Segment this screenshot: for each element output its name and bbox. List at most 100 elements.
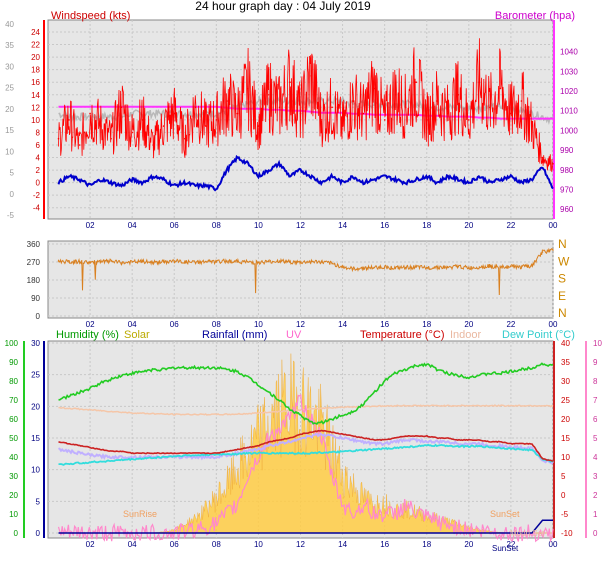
series-windchill: [57, 432, 554, 465]
windspeed-tick-label: 24: [31, 28, 40, 37]
windspeed-point: [110, 137, 112, 140]
annotation-sunset-axis: SunSet: [492, 544, 519, 553]
barometer-tick-label: 1020: [560, 87, 578, 96]
uv-tick-label: 2: [593, 491, 598, 500]
humidity-tick-label: 50: [9, 434, 18, 443]
x-tick-label: 02: [86, 540, 95, 549]
temperature-tick-label: 15: [561, 434, 570, 443]
x-tick-label: 02: [86, 320, 95, 329]
x-tick-label: 06: [170, 540, 179, 549]
x-tick-label: 18: [422, 540, 431, 549]
outer-tick-label: 25: [5, 84, 14, 93]
windspeed-point: [278, 106, 281, 109]
compass-label: N: [558, 306, 567, 320]
x-tick-label: 08: [212, 221, 221, 230]
direction-point: [194, 261, 197, 264]
direction-tick-label: 0: [36, 312, 41, 321]
windspeed-point: [257, 125, 260, 127]
uv-tick-label: 7: [593, 396, 598, 405]
legend-item: Dew Point (°C): [502, 329, 575, 341]
x-tick-label: 12: [296, 221, 305, 230]
windspeed-point: [78, 144, 81, 146]
humidity-tick-label: 10: [9, 510, 18, 519]
barometer-tick-label: 960: [560, 205, 574, 214]
direction-point: [110, 260, 112, 262]
wind-barometer-panel: 02 04 06 08 10 12 14 16 18 20 22 002422201816141210…: [5, 10, 578, 230]
x-tick-label: 08: [212, 540, 221, 549]
windspeed-point: [510, 112, 512, 115]
windspeed-point: [352, 100, 354, 102]
direction-point: [257, 261, 260, 264]
x-tick-label: 22: [506, 540, 515, 549]
wind-direction-panel: 02 04 06 08 10 12 14 16 18 20 22 00360270180900NWSE…: [27, 237, 570, 329]
compass-label: W: [558, 254, 570, 268]
direction-tick-label: 90: [31, 294, 40, 303]
windspeed-point: [468, 119, 470, 121]
windspeed-tick-label: -2: [33, 191, 41, 200]
compass-label: N: [558, 237, 567, 251]
windspeed-point: [89, 112, 91, 115]
windspeed-point: [173, 112, 176, 115]
barometer-tick-label: 990: [560, 146, 574, 155]
temperature-tick-label: -5: [561, 510, 569, 519]
x-tick-label: 02: [86, 221, 95, 230]
x-tick-label: 10: [254, 320, 263, 329]
direction-point: [120, 262, 123, 264]
legend-item: Solar: [124, 329, 150, 341]
x-tick-label: 10: [254, 540, 263, 549]
windspeed-point: [247, 87, 249, 90]
uv-tick-label: 4: [593, 453, 598, 462]
windspeed-point: [141, 119, 144, 121]
outer-tick-label: 5: [10, 169, 15, 178]
temperature-tick-label: 20: [561, 415, 570, 424]
direction-point: [415, 266, 418, 268]
barometer-tick-label: 1010: [560, 107, 578, 116]
direction-point: [68, 261, 70, 263]
barometer-tick-label: 1030: [560, 67, 578, 76]
windspeed-tick-label: 22: [31, 41, 40, 50]
x-tick-label: 16: [380, 540, 389, 549]
direction-point: [162, 261, 165, 263]
x-tick-label: 14: [338, 221, 347, 230]
windspeed-point: [331, 106, 333, 109]
uv-tick-label: 3: [593, 472, 598, 481]
direction-point: [268, 260, 270, 263]
series-temperature: [58, 429, 554, 462]
rainfall-tick-label: 25: [31, 371, 40, 380]
windspeed-tick-label: 6: [36, 141, 41, 150]
x-tick-label: 08: [212, 320, 221, 329]
direction-point: [468, 267, 470, 269]
outer-tick-label: -5: [7, 211, 15, 220]
windspeed-tick-label: 16: [31, 78, 40, 87]
page-title: 24 hour graph day : 04 July 2019: [195, 0, 371, 13]
x-tick-label: 16: [380, 320, 389, 329]
x-tick-label: 20: [464, 540, 473, 549]
windspeed-tick-label: 20: [31, 53, 40, 62]
windspeed-point: [226, 100, 228, 102]
windspeed-point: [57, 137, 60, 140]
annotation-sunset: SunSet: [490, 509, 520, 519]
windspeed-point: [520, 100, 523, 102]
x-tick-label: 04: [128, 221, 137, 230]
direction-point: [478, 266, 481, 268]
compass-label: S: [558, 272, 566, 286]
direction-point: [531, 265, 533, 267]
rainfall-tick-label: 10: [31, 466, 40, 475]
temperature-tick-label: 10: [561, 453, 570, 462]
series-windspeed: [58, 38, 554, 173]
windspeed-tick-label: 0: [36, 179, 41, 188]
humidity-tick-label: 70: [9, 396, 18, 405]
legend-item: Humidity (%): [56, 329, 119, 341]
humidity-tick-label: 90: [9, 358, 18, 367]
windspeed-point: [541, 156, 544, 159]
x-tick-label: 06: [170, 320, 179, 329]
barometer-axis-title: Barometer (hpa): [495, 10, 575, 22]
uv-tick-label: 10: [593, 339, 602, 348]
windspeed-point: [426, 119, 428, 121]
windspeed-point: [99, 125, 102, 127]
temperature-tick-label: 25: [561, 396, 570, 405]
direction-point: [394, 267, 397, 269]
x-tick-label: 18: [422, 320, 431, 329]
x-tick-label: 18: [422, 221, 431, 230]
direction-point: [99, 261, 102, 263]
